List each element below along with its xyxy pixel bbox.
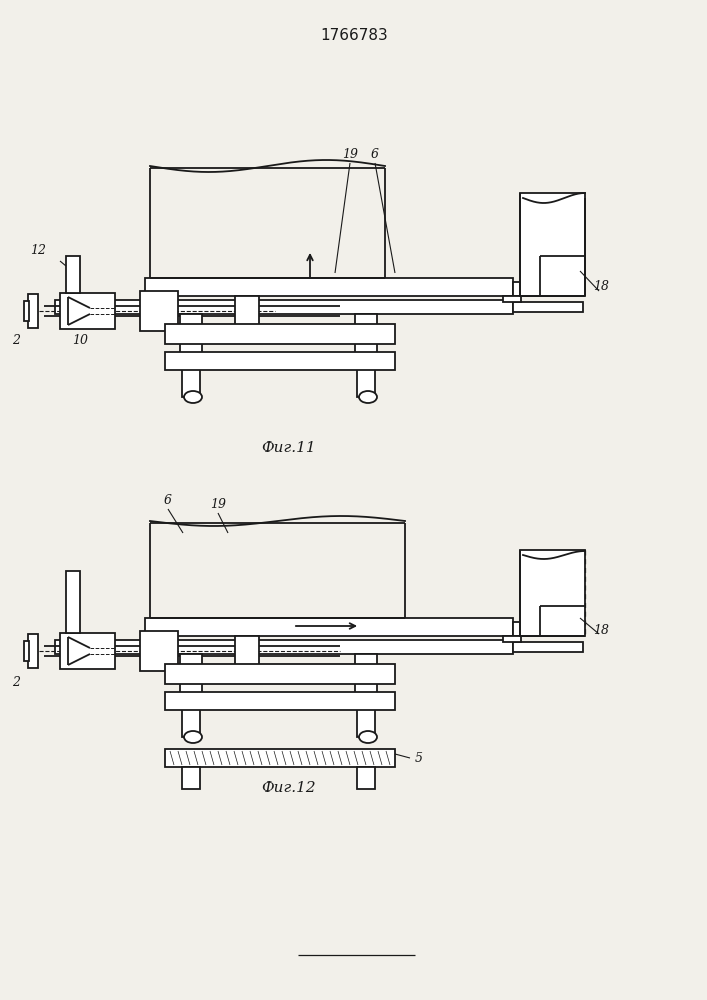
Bar (520, 550, 585, 636)
Bar (165, 692, 395, 710)
Text: 19: 19 (210, 498, 226, 512)
Bar (513, 642, 583, 652)
Ellipse shape (184, 391, 202, 403)
Bar (28, 294, 38, 328)
Text: 2: 2 (12, 334, 20, 348)
Bar (145, 278, 513, 296)
Bar (182, 369, 200, 397)
Bar (165, 749, 395, 767)
Bar (165, 664, 395, 684)
Bar (165, 324, 395, 344)
Bar (182, 709, 200, 737)
Bar (513, 282, 583, 296)
Bar (145, 640, 513, 654)
Bar (355, 314, 377, 369)
Bar (503, 636, 521, 642)
Bar (28, 634, 38, 668)
Text: 2: 2 (12, 676, 20, 690)
Bar (235, 296, 259, 326)
Bar (182, 767, 200, 789)
Bar (180, 654, 202, 709)
Text: 10: 10 (72, 334, 88, 348)
Bar (145, 300, 513, 314)
Text: 6: 6 (371, 148, 379, 161)
Bar (55, 640, 150, 654)
Bar (503, 296, 521, 302)
Bar (165, 352, 395, 370)
Bar (66, 571, 80, 633)
Bar (24, 301, 29, 321)
Text: 12: 12 (30, 244, 46, 257)
Text: 18: 18 (593, 279, 609, 292)
Bar (357, 369, 375, 397)
Bar (140, 291, 178, 331)
Bar (145, 618, 513, 636)
Bar (180, 314, 202, 369)
Ellipse shape (359, 731, 377, 743)
Bar (235, 636, 259, 666)
Text: Фиг.12: Фиг.12 (261, 781, 315, 795)
Text: 19: 19 (342, 148, 358, 161)
Text: 1766783: 1766783 (320, 28, 388, 43)
Bar (24, 641, 29, 661)
Bar (140, 631, 178, 671)
Text: 18: 18 (593, 624, 609, 638)
Bar (66, 256, 80, 293)
Bar (357, 767, 375, 789)
Ellipse shape (184, 731, 202, 743)
Text: Фиг.11: Фиг.11 (261, 441, 315, 455)
Text: 5: 5 (415, 752, 423, 764)
Bar (513, 622, 583, 636)
Bar (60, 633, 115, 669)
Bar (513, 302, 583, 312)
Text: 6: 6 (164, 494, 172, 508)
Ellipse shape (359, 391, 377, 403)
Bar (55, 300, 150, 314)
Bar (355, 654, 377, 709)
Bar (520, 193, 585, 296)
Bar (60, 293, 115, 329)
Bar (357, 709, 375, 737)
